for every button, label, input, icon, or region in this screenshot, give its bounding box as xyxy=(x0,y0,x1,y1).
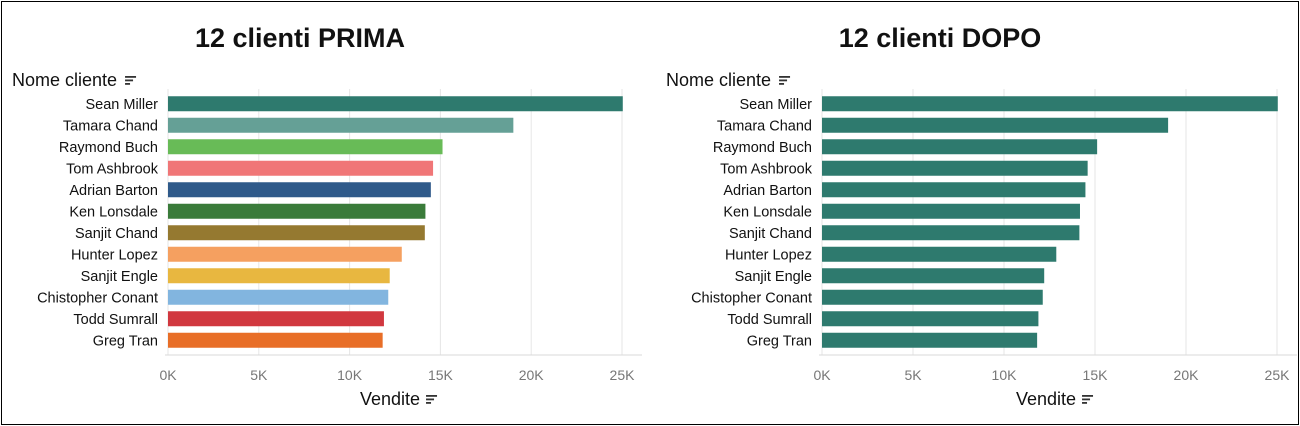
category-label: Chistopher Conant xyxy=(37,290,158,306)
category-label: Sanjit Chand xyxy=(729,226,812,242)
category-label: Sanjit Chand xyxy=(75,226,158,242)
bar[interactable] xyxy=(822,203,1080,219)
x-tick-label: 15K xyxy=(1083,367,1109,383)
x-tick-label: 5K xyxy=(904,367,922,383)
chart-title: 12 clienti PRIMA xyxy=(194,23,406,53)
category-label: Tamara Chand xyxy=(717,118,812,134)
category-label: Hunter Lopez xyxy=(71,247,158,263)
category-label: Adrian Barton xyxy=(69,183,158,199)
category-label: Raymond Buch xyxy=(59,140,158,156)
category-label: Sanjit Engle xyxy=(735,269,812,285)
bar[interactable] xyxy=(822,160,1088,176)
bar[interactable] xyxy=(168,182,431,198)
category-label: Greg Tran xyxy=(93,333,158,349)
category-label: Todd Sumrall xyxy=(727,312,812,328)
x-tick-label: 25K xyxy=(1265,367,1291,383)
bar[interactable] xyxy=(822,225,1080,241)
x-tick-label: 0K xyxy=(159,367,177,383)
bar[interactable] xyxy=(168,246,402,262)
sort-descending-icon[interactable] xyxy=(125,76,137,85)
category-label: Ken Lonsdale xyxy=(723,204,812,220)
category-label: Tom Ashbrook xyxy=(720,161,813,177)
category-label: Ken Lonsdale xyxy=(69,204,158,220)
bar[interactable] xyxy=(168,96,623,112)
bar[interactable] xyxy=(168,139,443,155)
bar-chart-prima: Nome cliente Sean Miller Tamara Chand Raymo… xyxy=(12,70,642,409)
bar[interactable] xyxy=(168,268,390,284)
y-axis-label: Nome cliente xyxy=(12,70,117,90)
bar[interactable] xyxy=(822,311,1039,327)
category-label: Chistopher Conant xyxy=(691,290,812,306)
bar[interactable] xyxy=(168,289,389,305)
x-tick-label: 20K xyxy=(519,367,545,383)
bar[interactable] xyxy=(822,117,1169,133)
x-tick-label: 0K xyxy=(813,367,831,383)
chart-panel-prima: 12 clienti PRIMA Nome cliente Sean Miller… xyxy=(2,2,652,426)
bar[interactable] xyxy=(822,246,1057,262)
bar[interactable] xyxy=(822,139,1098,155)
category-label: Tamara Chand xyxy=(63,118,158,134)
category-label: Tom Ashbrook xyxy=(66,161,159,177)
bar[interactable] xyxy=(822,289,1043,305)
bar[interactable] xyxy=(168,160,434,176)
chart-panel-dopo: 12 clienti DOPO Nome cliente Sean Miller T… xyxy=(652,2,1300,426)
bar[interactable] xyxy=(822,182,1086,198)
x-tick-label: 25K xyxy=(610,367,636,383)
category-label: Adrian Barton xyxy=(723,183,812,199)
category-label: Todd Sumrall xyxy=(73,312,158,328)
category-label: Hunter Lopez xyxy=(725,247,812,263)
category-label: Greg Tran xyxy=(747,333,812,349)
bar[interactable] xyxy=(168,311,384,327)
bar[interactable] xyxy=(822,268,1045,284)
x-tick-label: 10K xyxy=(337,367,363,383)
x-axis-label: Vendite xyxy=(360,389,420,409)
bar[interactable] xyxy=(822,96,1278,112)
x-tick-label: 5K xyxy=(250,367,268,383)
bar[interactable] xyxy=(168,225,425,241)
sort-descending-icon[interactable] xyxy=(779,76,791,85)
bar[interactable] xyxy=(168,203,426,219)
category-label: Raymond Buch xyxy=(713,140,812,156)
bar[interactable] xyxy=(822,332,1038,348)
bar[interactable] xyxy=(168,117,514,133)
sort-descending-icon[interactable] xyxy=(1082,395,1094,404)
category-label: Sean Miller xyxy=(739,97,812,113)
bar-chart-dopo: Nome cliente Sean Miller Tamara Chand Raymo… xyxy=(666,70,1297,409)
x-tick-label: 20K xyxy=(1174,367,1200,383)
category-label: Sanjit Engle xyxy=(81,269,158,285)
x-tick-label: 10K xyxy=(992,367,1018,383)
bar[interactable] xyxy=(168,332,383,348)
sort-descending-icon[interactable] xyxy=(426,395,438,404)
y-axis-label: Nome cliente xyxy=(666,70,771,90)
category-label: Sean Miller xyxy=(85,97,158,113)
chart-title: 12 clienti DOPO xyxy=(838,23,1042,53)
x-tick-label: 15K xyxy=(428,367,454,383)
x-axis-label: Vendite xyxy=(1016,389,1076,409)
